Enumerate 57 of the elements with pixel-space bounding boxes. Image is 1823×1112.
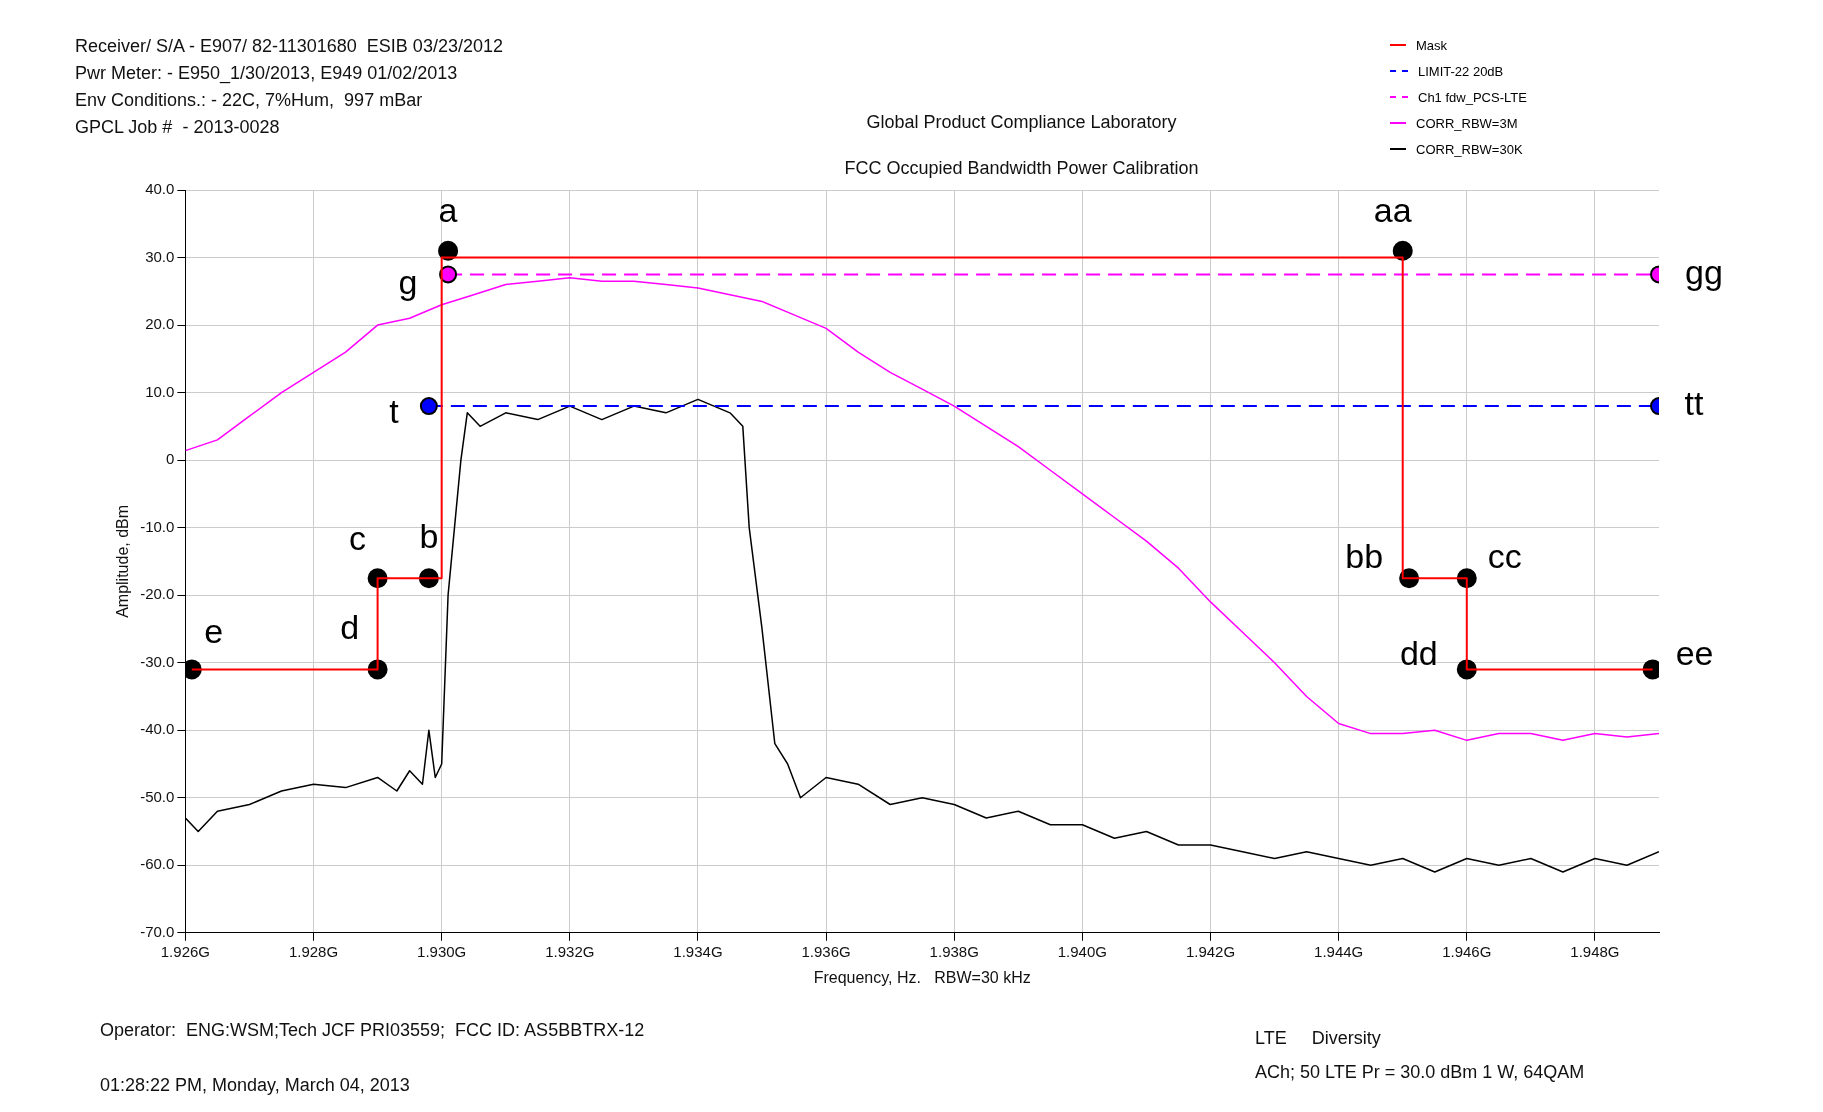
x-tick-label: 1.936G	[801, 942, 851, 960]
x-tick-label: 1.928G	[288, 942, 339, 960]
text: 01:28:22 PM, Monday, March 04, 2013	[100, 1075, 410, 1096]
y-tick-label: -70.0	[140, 922, 175, 940]
x-tick-label: 1.946G	[1442, 942, 1492, 960]
annotation: cc	[1487, 536, 1522, 575]
text: LTE Diversity	[1255, 1028, 1381, 1049]
annotation: b	[419, 516, 439, 555]
y-tick-label: -60.0	[140, 855, 175, 873]
annotation: a	[438, 191, 458, 230]
y-tick-label: -50.0	[140, 787, 175, 805]
x-tick-label: 1.930G	[417, 942, 467, 960]
text: Pwr Meter: - E950_1/30/2013, E949 01/02/2013	[75, 63, 458, 84]
text: Receiver/ S/A - E907/ 82-11301680 ESIB 03/23/2012	[75, 36, 503, 57]
x-tick-label: 1.944G	[1314, 942, 1364, 960]
text: Operator: ENG:WSM;Tech JCF PRI03559; FCC ID: AS5BBTRX-12	[100, 1020, 645, 1041]
legend-label: CORR_RBW=30K	[1416, 141, 1523, 157]
chart-subtitle: FCC Occupied Bandwidth Power Calibration	[843, 158, 1200, 179]
text: GPCL Job # - 2013-0028	[75, 117, 280, 138]
annotation: dd	[1399, 633, 1438, 672]
y-tick-label: -10.0	[140, 517, 175, 535]
legend-label: LIMIT-22 20dB	[1418, 63, 1504, 79]
annotation: c	[349, 518, 367, 557]
x-tick-label: 1.938G	[929, 942, 979, 960]
y-tick-label: -20.0	[140, 585, 175, 603]
x-tick-label: 1.926G	[160, 942, 210, 960]
y-tick-label: 20.0	[145, 315, 175, 333]
y-tick-label: 40.0	[145, 180, 175, 198]
annotation: tt	[1684, 384, 1704, 423]
x-tick-label: 1.940G	[1057, 942, 1107, 960]
annotation: aa	[1373, 191, 1412, 230]
y-tick-label: -30.0	[140, 652, 175, 670]
legend-label: CORR_RBW=3M	[1416, 115, 1518, 131]
y-tick-label: 10.0	[145, 382, 175, 400]
annotation: e	[204, 611, 224, 650]
x-tick-label: 1.934G	[673, 942, 723, 960]
y-tick-label: 30.0	[145, 247, 175, 265]
legend-label: Ch1 fdw_PCS-LTE	[1418, 89, 1527, 105]
chart-title: Global Product Compliance Laboratory	[866, 112, 1177, 132]
legend-label: Mask	[1416, 37, 1448, 53]
text: Env Conditions.: - 22C, 7%Hum, 997 mBar	[75, 90, 423, 111]
annotation: gg	[1685, 252, 1723, 291]
x-tick-label: 1.948G	[1570, 942, 1620, 960]
x-tick-label: 1.932G	[545, 942, 595, 960]
annotation: ee	[1675, 633, 1714, 672]
x-axis-title: Frequency, Hz. RBW=30 kHz	[813, 968, 1031, 986]
x-tick-label: 1.942G	[1185, 942, 1236, 960]
annotation: t	[389, 392, 400, 431]
y-tick-label: 0	[166, 450, 175, 468]
annotation: g	[398, 262, 418, 301]
annotation: d	[340, 607, 360, 646]
y-axis-title: Amplitude, dBm	[114, 504, 132, 618]
point	[1392, 240, 1413, 261]
annotation: bb	[1345, 536, 1384, 575]
y-tick-label: -40.0	[140, 720, 175, 738]
text: ACh; 50 LTE Pr = 30.0 dBm 1 W, 64QAM	[1255, 1062, 1585, 1083]
point	[438, 240, 459, 261]
